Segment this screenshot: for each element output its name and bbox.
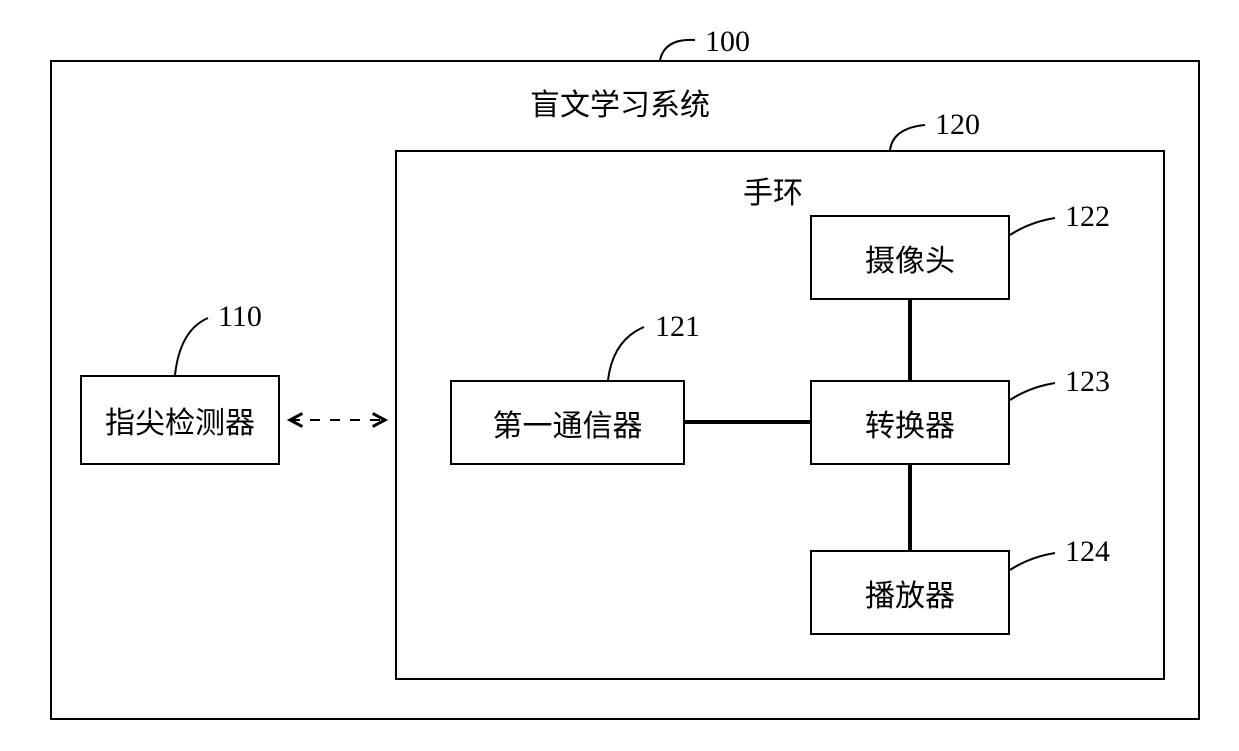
fingertip-detector-ref-number: 110 [218, 300, 262, 334]
first-communicator-label: 第一通信器 [493, 401, 643, 445]
fingertip-detector-node: 指尖检测器 [80, 375, 280, 465]
camera-label: 摄像头 [865, 236, 955, 280]
system-ref-number: 100 [705, 25, 750, 59]
bracelet-title: 手环 [743, 168, 803, 212]
system-title: 盲文学习系统 [530, 80, 710, 124]
camera-ref-number: 122 [1065, 200, 1110, 234]
converter-node: 转换器 [810, 380, 1010, 465]
first-communicator-node: 第一通信器 [450, 380, 685, 465]
fingertip-detector-label: 指尖检测器 [105, 398, 255, 442]
camera-node: 摄像头 [810, 215, 1010, 300]
player-label: 播放器 [865, 571, 955, 615]
player-node: 播放器 [810, 550, 1010, 635]
first-communicator-ref-number: 121 [655, 310, 700, 344]
player-ref-number: 124 [1065, 535, 1110, 569]
bracelet-ref-number: 120 [935, 108, 980, 142]
converter-ref-number: 123 [1065, 365, 1110, 399]
converter-label: 转换器 [865, 401, 955, 445]
